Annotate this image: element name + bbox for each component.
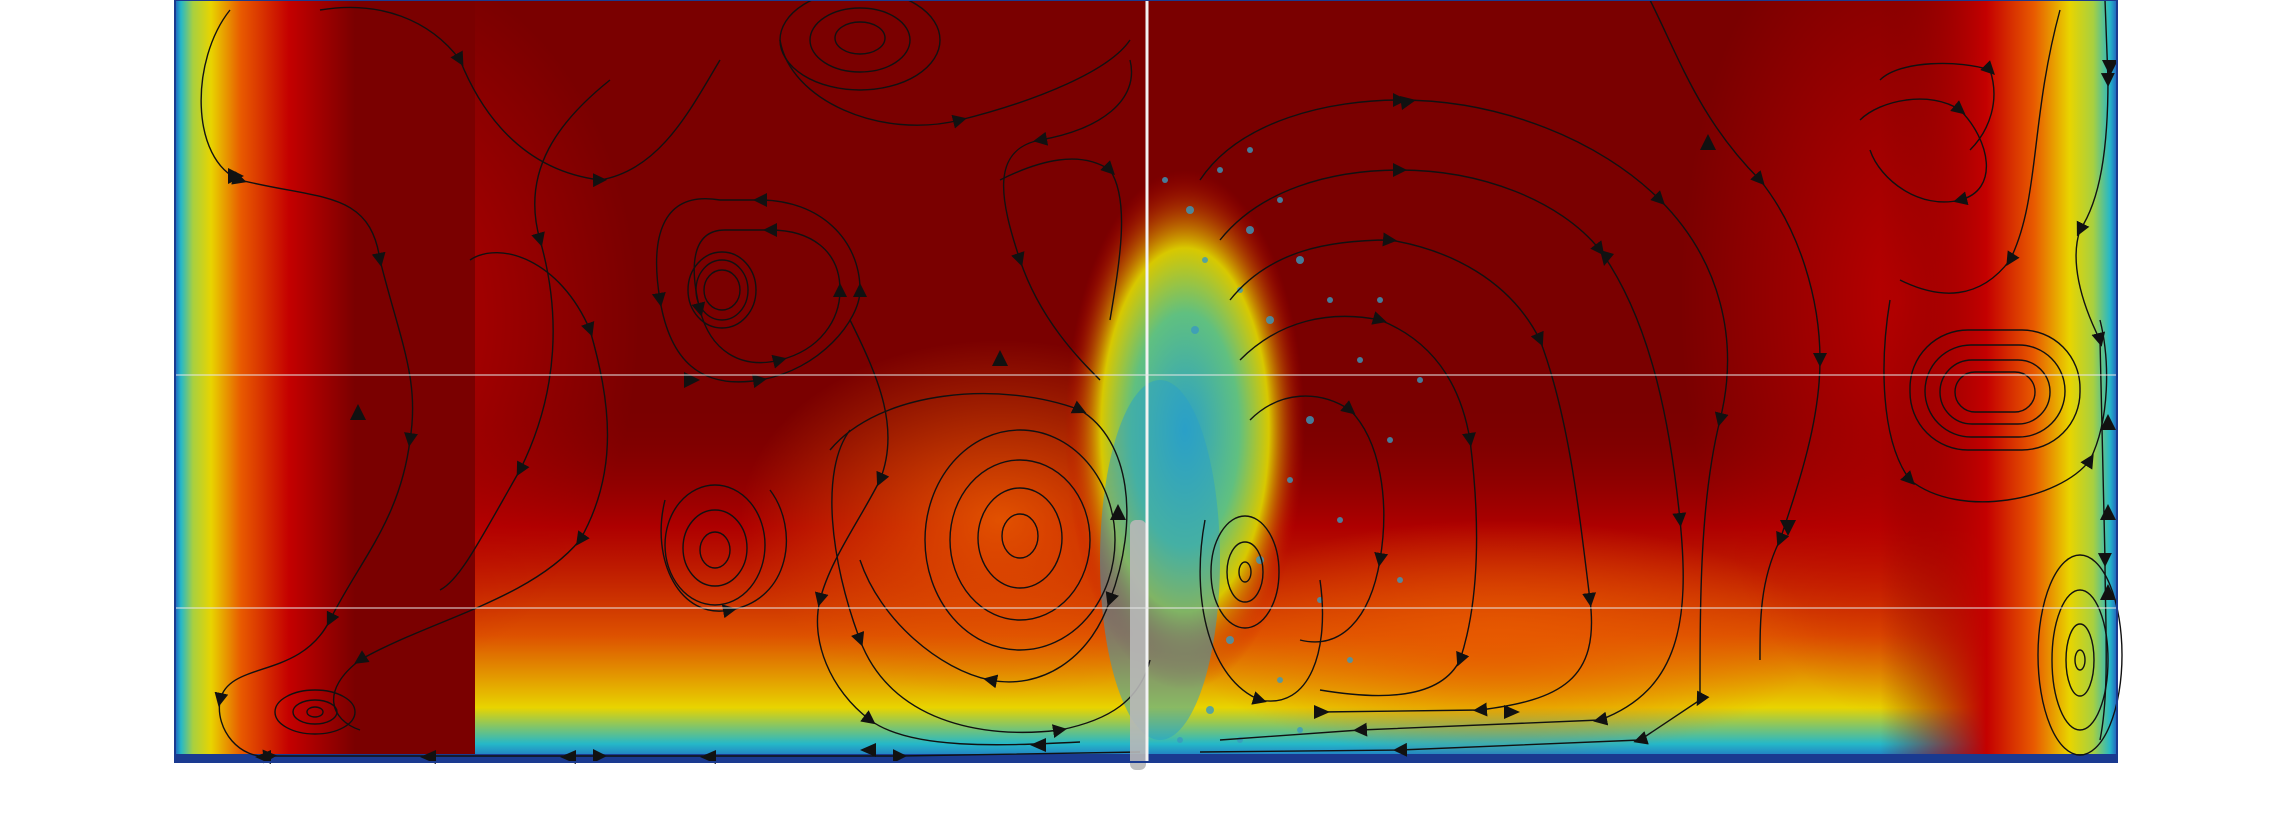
injector-column (1130, 520, 1146, 770)
streamlines (200, 0, 2123, 764)
temperature-field (175, 0, 2117, 762)
viewport-dividers (175, 0, 2117, 762)
domain-boundary (174, 0, 2118, 763)
streamline-arrow-icon (228, 60, 2118, 764)
